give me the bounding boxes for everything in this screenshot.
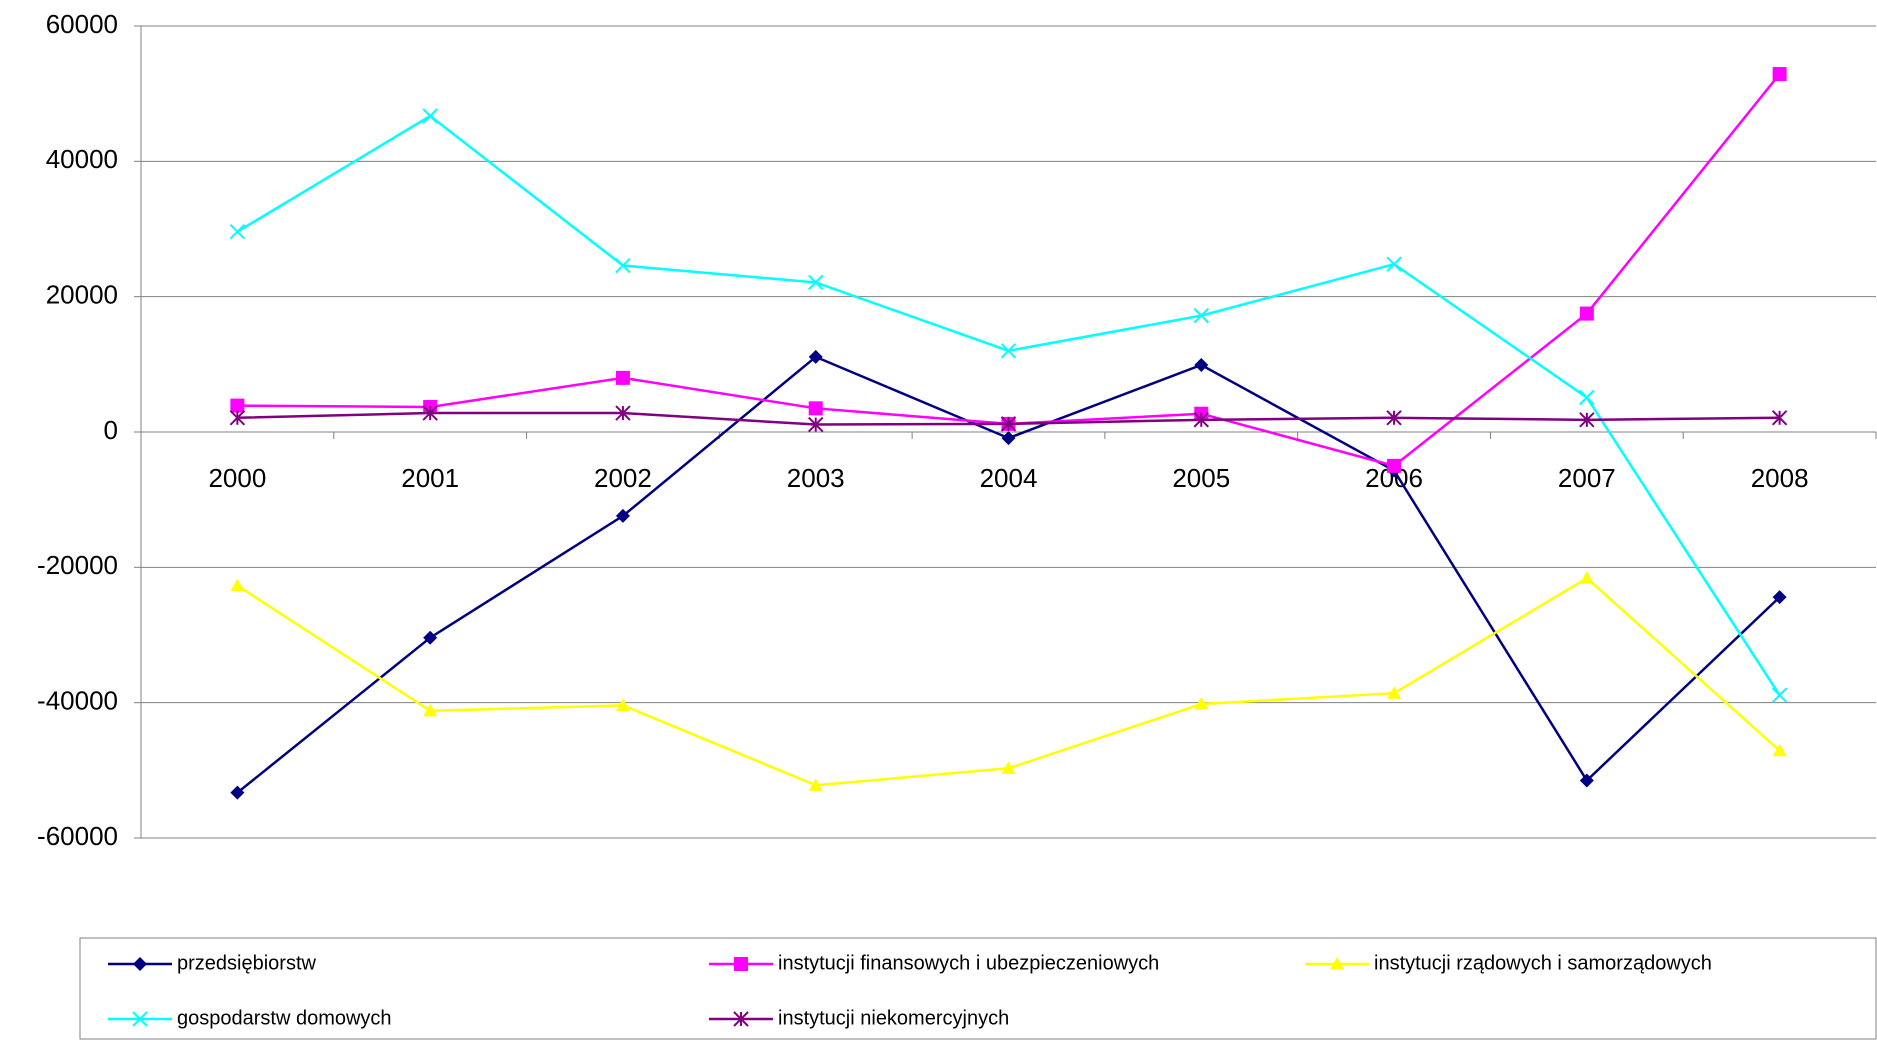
marker <box>1387 458 1402 473</box>
series-line <box>236 576 1781 787</box>
marker <box>1194 358 1209 373</box>
y-tick-label: 40000 <box>46 144 118 174</box>
legend-label: instytucji finansowych i ubezpieczeniowy… <box>778 952 1159 974</box>
marker-stroke <box>1193 307 1209 324</box>
marker-stroke <box>1579 389 1595 406</box>
y-tick-label: 0 <box>104 415 118 445</box>
marker <box>1193 307 1209 324</box>
legend-box <box>79 937 1877 1040</box>
marker <box>615 370 630 385</box>
marker <box>133 957 147 971</box>
legend-label: instytucji niekomercyjnych <box>778 1007 1009 1029</box>
x-tick-label: 2008 <box>1751 463 1809 493</box>
x-tick-label: 2005 <box>1172 463 1230 493</box>
marker <box>132 1011 148 1027</box>
series-line <box>237 73 1781 468</box>
marker <box>734 957 748 971</box>
x-tick-label: 2004 <box>980 463 1038 493</box>
marker <box>1771 687 1788 703</box>
x-tick-label: 2007 <box>1558 463 1616 493</box>
marker <box>1000 416 1017 432</box>
x-tick-label: 2000 <box>208 463 266 493</box>
marker-stroke <box>808 274 824 291</box>
y-tick-label: 20000 <box>46 280 118 310</box>
marker-stroke <box>1000 343 1017 359</box>
marker <box>1772 590 1787 605</box>
y-tick-label: -20000 <box>37 550 118 580</box>
legend-label: instytucji rządowych i samorządowych <box>1374 952 1712 974</box>
marker-stroke <box>132 1011 148 1027</box>
marker <box>1000 343 1017 359</box>
marker-stroke <box>1771 687 1788 703</box>
legend: przedsiębiorstw instytucji finansowych i … <box>108 952 1712 1029</box>
legend-label: gospodarstw domowych <box>177 1007 392 1029</box>
marker <box>1579 389 1595 406</box>
y-tick-label: -60000 <box>37 821 118 851</box>
marker <box>808 778 823 791</box>
marker <box>422 108 438 124</box>
y-tick-label: 60000 <box>46 9 118 39</box>
marker <box>1330 957 1344 970</box>
marker <box>615 405 631 421</box>
marker <box>229 410 246 426</box>
marker <box>423 703 438 717</box>
marker <box>615 698 630 711</box>
marker <box>422 405 438 421</box>
marker <box>808 401 823 416</box>
marker <box>230 578 245 592</box>
series-line <box>236 114 1781 696</box>
marker <box>615 508 630 523</box>
y-tick-label: -40000 <box>37 686 118 716</box>
marker-stroke <box>229 223 246 240</box>
marker-stroke <box>422 108 438 124</box>
legend-label: przedsiębiorstw <box>177 952 317 974</box>
marker <box>1579 773 1594 788</box>
marker <box>1386 410 1402 426</box>
marker <box>230 785 245 800</box>
x-tick-label: 2001 <box>401 463 459 493</box>
marker-stroke <box>1386 256 1402 272</box>
marker <box>733 1011 749 1027</box>
marker <box>808 274 824 291</box>
marker <box>1579 306 1594 321</box>
x-tick-label: 2002 <box>594 463 652 493</box>
marker <box>1001 761 1016 774</box>
marker <box>808 416 824 433</box>
marker <box>615 257 631 274</box>
marker <box>423 630 438 645</box>
marker <box>1386 256 1402 272</box>
x-tick-label: 2003 <box>787 463 845 493</box>
marker <box>1579 571 1594 584</box>
marker <box>808 349 823 364</box>
marker <box>1194 697 1209 710</box>
marker <box>1193 412 1209 428</box>
marker <box>1771 410 1788 426</box>
marker <box>1579 412 1595 428</box>
marker <box>229 223 246 240</box>
marker <box>1387 686 1402 699</box>
marker <box>1772 67 1787 82</box>
marker <box>1001 431 1016 446</box>
marker-stroke <box>615 257 631 274</box>
marker <box>1772 743 1787 757</box>
marker <box>230 398 245 413</box>
